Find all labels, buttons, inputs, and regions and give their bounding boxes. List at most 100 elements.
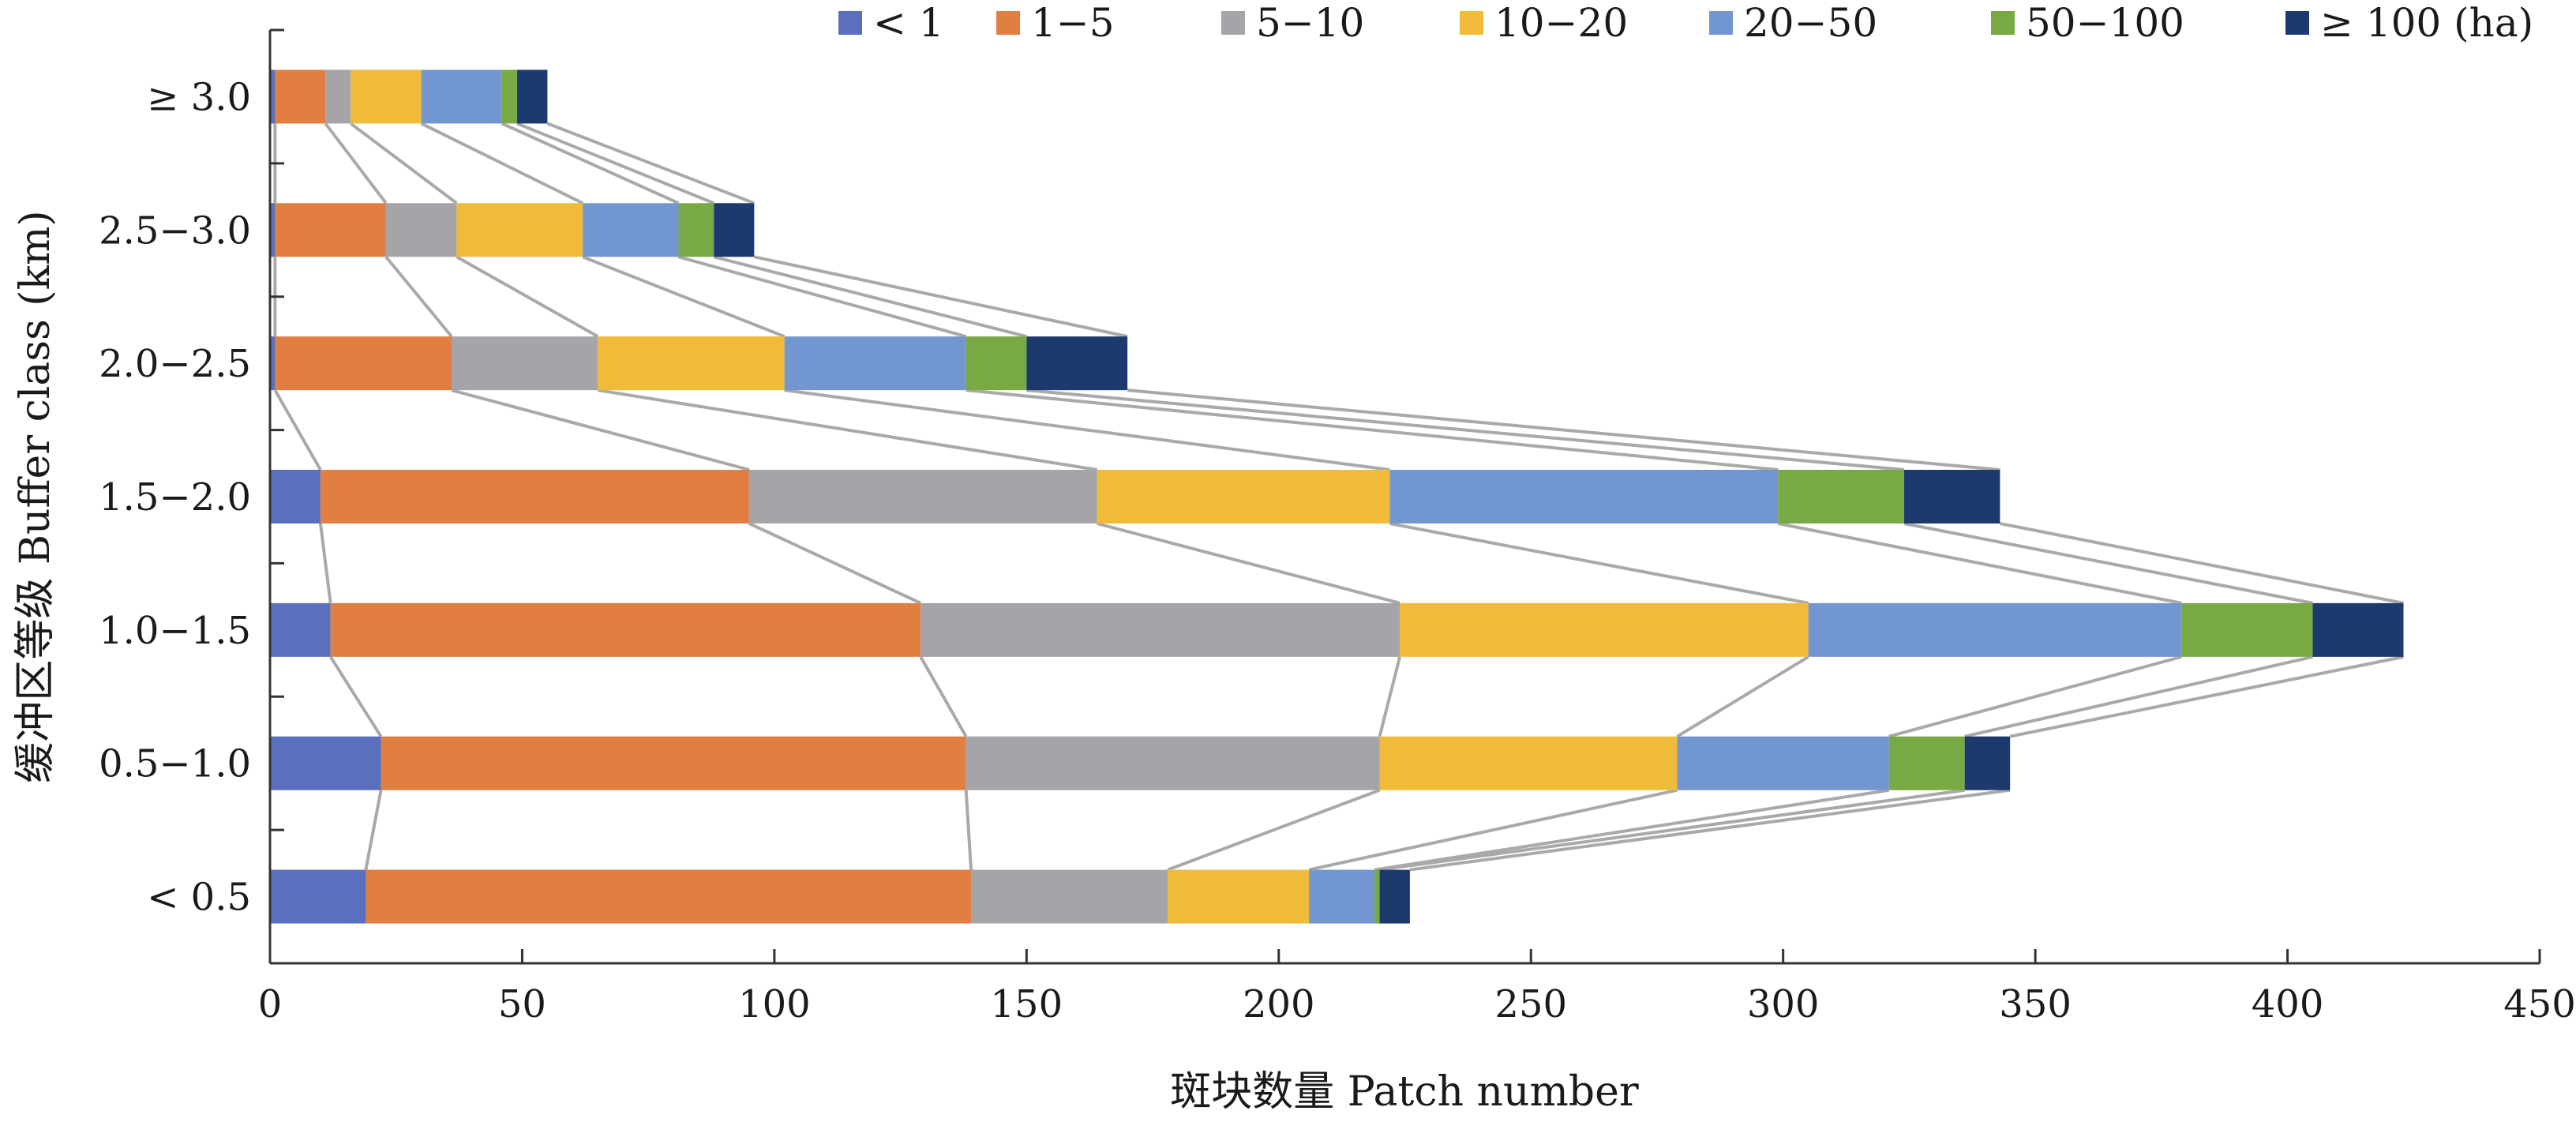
bar-segment [275,69,326,124]
bar-segment [1400,602,1809,657]
bar-segment [1964,736,2011,790]
connector-line [1389,522,1809,605]
x-axis-title: 斑块数量 Patch number [1170,1068,1639,1116]
bar-segment [971,869,1168,924]
bar-segment [270,69,276,124]
bar-segment [714,203,755,257]
y-tick-label: 0.5−1.0 [99,742,251,786]
legend-label: 1−5 [1031,0,1115,46]
axes [268,30,2540,965]
legend-swatch [838,11,862,35]
bar-segment [583,203,679,257]
connector-line [677,255,967,339]
bars [270,69,2404,924]
bar-segment [1026,336,1128,391]
bar-segment [270,203,276,257]
legend-swatch [1709,11,1733,35]
bar-segment [1778,470,1904,523]
legend-swatch [1221,11,1245,35]
bar-segment [1904,470,2000,523]
x-tick-label: 50 [498,982,546,1026]
bar-segment [270,602,331,657]
bar-segment [1379,869,1410,924]
bar-segment [678,203,714,257]
y-tick-label: 1.0−1.5 [99,609,251,653]
connector-line [1167,788,1381,872]
bar-segment [1374,869,1380,924]
bar-segment [2181,602,2313,657]
legend-label: < 1 [873,0,944,46]
connector-line [966,388,1779,471]
bar-segment [452,336,598,391]
y-tick-label: 2.5−3.0 [99,208,251,253]
connector-line [748,522,922,605]
bar-segment [325,69,351,124]
y-tick-label: 2.0−2.5 [99,342,251,386]
x-ticks: 0 50 100 150 200 250 300 350 400 450 [258,949,2576,1026]
connector-line [1374,788,1890,872]
connector-line [273,389,322,471]
bar-segment [1677,736,1889,790]
x-tick-label: 150 [991,982,1063,1026]
bar-segment [1808,602,2182,657]
connector-line [328,655,383,737]
bar-segment [351,69,422,124]
connector-line [1888,655,2182,738]
bar-segment [275,203,386,257]
bar-segment [381,736,966,790]
bar-segment [385,203,457,257]
bar-segment [921,602,1400,657]
bar-segment [966,336,1027,391]
bar-segment [784,336,966,391]
connector-line [516,122,714,205]
connector-line [451,388,750,471]
connector-line [324,122,388,205]
x-tick-label: 0 [258,982,283,1026]
x-tick-label: 300 [1747,982,1820,1026]
bar-segment [1389,470,1779,523]
y-ticks: < 0.5 0.5−1.0 1.0−1.5 1.5−2.0 2.0−2.5 2.5−3.0… [99,28,284,965]
connector-line [713,255,1027,339]
x-tick-label: 400 [2252,982,2324,1026]
connector-line [456,255,599,338]
bar-segment [748,470,1097,523]
connector-line [1964,655,2313,738]
y-tick-label: < 0.5 [147,876,251,920]
bar-segment [1888,736,1965,790]
connector-line [1777,522,2182,605]
legend-swatch [2285,11,2309,35]
y-tick-label: ≥ 3.0 [147,75,251,119]
connector-line [784,388,1390,471]
bar-segment [320,470,749,523]
bar-segment [1379,736,1678,790]
connector-line [1903,522,2313,605]
bar-segment [270,736,381,790]
legend-swatch [1460,11,1483,35]
legend-label: ≥ 100 (ha) [2320,0,2533,46]
connector-lines [273,122,2404,872]
bar-segment [501,69,518,124]
legend-swatch [1991,11,2015,35]
connector-line [546,122,756,205]
x-tick-label: 350 [1999,982,2072,1026]
bar-segment [1309,869,1375,924]
connector-line [1127,388,2000,471]
connector-line [318,523,332,604]
x-tick-label: 100 [738,982,811,1026]
connector-line [1308,788,1678,872]
connector-line [2009,655,2404,738]
bar-segment [421,69,502,124]
legend-label: 5−10 [1256,0,1364,46]
bar-segment [1097,470,1390,523]
bar-segment [2312,602,2404,657]
legend: < 1 1−5 5−10 10−20 20−50 50−100 ≥ 100 (ha) [838,0,2533,46]
connector-line [1026,388,1905,471]
x-tick-label: 250 [1494,982,1567,1026]
y-axis-title: 缓冲区等级 Buffer class (km) [12,210,59,782]
bar-segment [366,869,972,924]
connector-line [964,790,973,870]
bar-segment [270,336,276,391]
legend-swatch [996,11,1020,35]
connector-line [919,655,968,737]
